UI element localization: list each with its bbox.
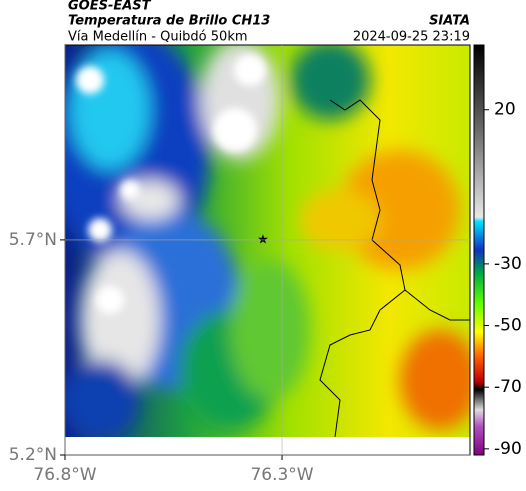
- x-tick-label: 76.8°W: [33, 465, 96, 485]
- satellite: GOES-EAST: [68, 0, 152, 14]
- colorbar: [473, 44, 485, 456]
- colorbar-tick-label: 20: [494, 100, 516, 120]
- timestamp: 2024-09-25 23:19: [353, 30, 470, 45]
- colorbar-tick-label: -30: [494, 254, 522, 274]
- colorbar-tick-label: -90: [494, 439, 522, 459]
- source: SIATA: [429, 14, 470, 29]
- colorbar-tick-label: -50: [494, 316, 522, 336]
- colorbar-tick-label: -70: [494, 377, 522, 397]
- x-tick-label: 76.3°W: [250, 465, 313, 485]
- region: Vía Medellín - Quibdó 50km: [68, 30, 248, 45]
- y-tick-label: 5.2°N: [9, 445, 57, 465]
- product: Temperatura de Brillo CH13: [68, 14, 270, 29]
- y-tick-label: 5.7°N: [9, 230, 57, 250]
